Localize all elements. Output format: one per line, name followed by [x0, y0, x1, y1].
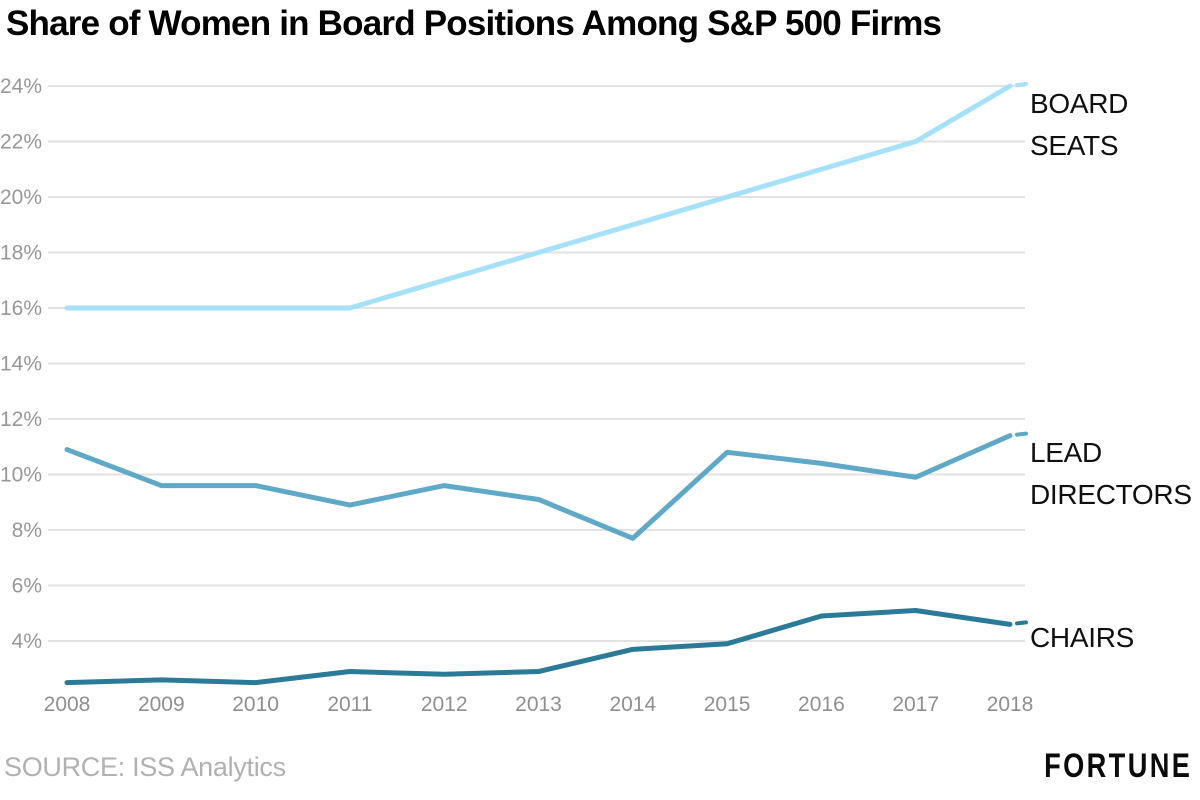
series-line-chairs [64, 607, 1013, 686]
source-note: SOURCE: ISS Analytics [4, 752, 286, 782]
series-label-board-seats: BOARD SEATS [1030, 88, 1129, 161]
y-tick-label: 14% [0, 353, 42, 376]
series-end-dash-board-seats [1015, 82, 1028, 87]
series-line-board-seats [64, 83, 1013, 311]
y-tick-label: 6% [12, 575, 42, 598]
x-tick-label: 2008 [44, 693, 91, 716]
x-tick-label: 2010 [232, 693, 279, 716]
x-tick-label: 2014 [609, 693, 656, 716]
x-tick-label: 2018 [987, 693, 1034, 716]
x-tick-label: 2015 [704, 693, 751, 716]
chart-title: Share of Women in Board Positions Among … [6, 4, 942, 43]
series-end-dash-lead-directors [1015, 431, 1028, 437]
y-tick-label: 24% [0, 75, 42, 98]
y-tick-label: 4% [12, 630, 42, 653]
y-tick-label: 8% [12, 519, 42, 542]
x-tick-label: 2017 [892, 693, 939, 716]
x-tick-label: 2013 [515, 693, 562, 716]
y-tick-label: 22% [0, 131, 42, 154]
y-tick-label: 20% [0, 186, 42, 209]
series-label-lead-directors: LEAD DIRECTORS [1030, 437, 1192, 510]
x-tick-label: 2011 [327, 693, 372, 716]
series-line-lead-directors [64, 433, 1013, 541]
x-tick-label: 2012 [421, 693, 468, 716]
series-label-chairs: CHAIRS [1030, 622, 1134, 653]
x-tick-label: 2016 [798, 693, 845, 716]
series-end-dash-chairs [1015, 620, 1028, 626]
x-tick-label: 2009 [138, 693, 185, 716]
y-tick-label: 10% [0, 464, 42, 487]
y-tick-label: 12% [0, 408, 42, 431]
fortune-logo: FORTUNE [1043, 747, 1192, 785]
y-tick-label: 18% [0, 242, 42, 265]
y-tick-label: 16% [0, 297, 42, 320]
